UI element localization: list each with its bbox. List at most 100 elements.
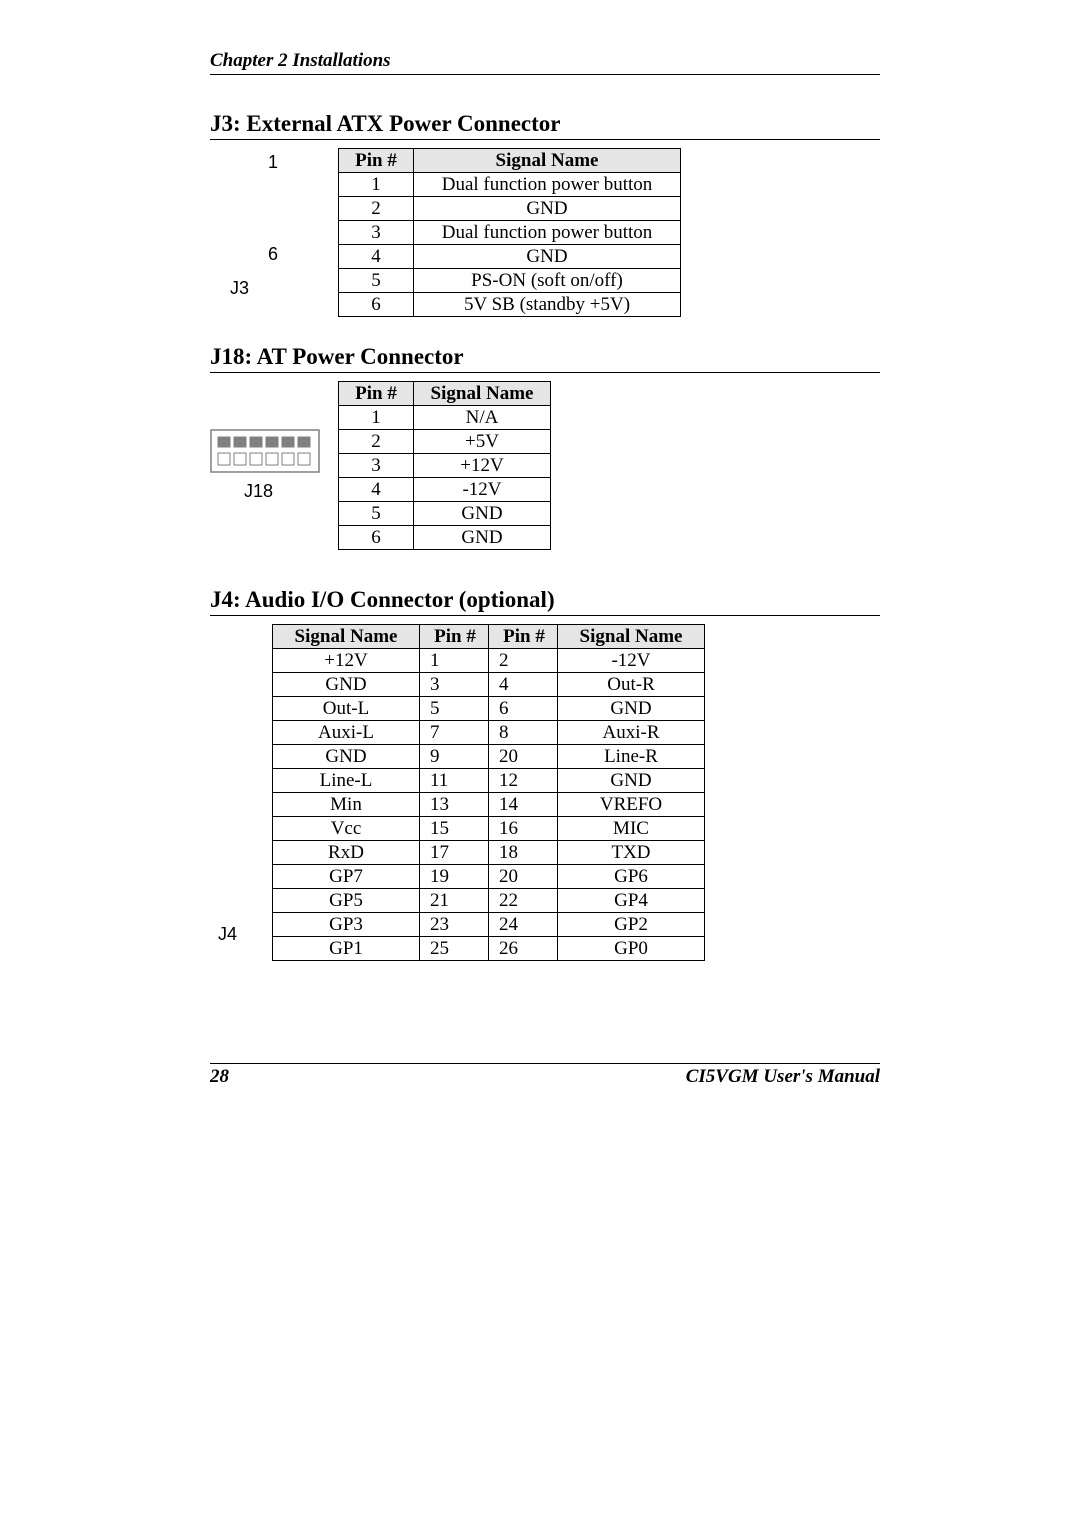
j18-cell-signal: +12V bbox=[414, 454, 551, 478]
j4-cell-pinL: 19 bbox=[420, 865, 489, 889]
j4-connector-label: J4 bbox=[218, 924, 237, 945]
j4-header-sigL: Signal Name bbox=[273, 625, 420, 649]
j18-cell-pin: 1 bbox=[339, 406, 414, 430]
footer-rule bbox=[210, 1063, 880, 1064]
j3-cell-pin: 4 bbox=[339, 245, 414, 269]
j18-table: Pin # Signal Name 1N/A2+5V3+12V4-12V5GND… bbox=[338, 381, 551, 550]
j4-cell-pinR: 22 bbox=[489, 889, 558, 913]
j18-cell-signal: GND bbox=[414, 502, 551, 526]
chapter-header: Chapter 2 Installations bbox=[210, 50, 880, 75]
j18-cell-pin: 3 bbox=[339, 454, 414, 478]
j18-block: J18 Pin # Signal Name 1N/A2+5V3+12V4-12V… bbox=[210, 381, 880, 551]
j4-cell-sigR: Out-R bbox=[558, 673, 705, 697]
j4-cell-sigR: VREFO bbox=[558, 793, 705, 817]
j4-cell-pinR: 20 bbox=[489, 745, 558, 769]
table-row: Line-L1112GND bbox=[273, 769, 705, 793]
j4-cell-sigL: +12V bbox=[273, 649, 420, 673]
j4-cell-sigL: GND bbox=[273, 745, 420, 769]
j4-cell-sigR: GND bbox=[558, 697, 705, 721]
j4-cell-pinL: 13 bbox=[420, 793, 489, 817]
j18-cell-pin: 5 bbox=[339, 502, 414, 526]
j18-cell-pin: 2 bbox=[339, 430, 414, 454]
j18-connector-icon bbox=[210, 429, 320, 473]
j4-cell-pinR: 26 bbox=[489, 937, 558, 961]
j3-connector-label: J3 bbox=[230, 278, 249, 299]
section-heading-j3: J3: External ATX Power Connector bbox=[210, 111, 880, 140]
j18-cell-pin: 6 bbox=[339, 526, 414, 550]
j18-diagram bbox=[210, 429, 320, 478]
j4-header-sigR: Signal Name bbox=[558, 625, 705, 649]
j4-cell-sigL: Auxi-L bbox=[273, 721, 420, 745]
table-row: 65V SB (standby +5V) bbox=[339, 293, 681, 317]
j4-cell-pinR: 12 bbox=[489, 769, 558, 793]
j4-cell-sigR: -12V bbox=[558, 649, 705, 673]
table-row: 3Dual function power button bbox=[339, 221, 681, 245]
j4-cell-sigL: RxD bbox=[273, 841, 420, 865]
j4-cell-sigR: GP2 bbox=[558, 913, 705, 937]
table-row: Auxi-L78Auxi-R bbox=[273, 721, 705, 745]
j3-cell-pin: 6 bbox=[339, 293, 414, 317]
j3-cell-signal: GND bbox=[414, 197, 681, 221]
j3-header-pin: Pin # bbox=[339, 149, 414, 173]
j4-cell-sigL: Vcc bbox=[273, 817, 420, 841]
footer-manual-title: CI5VGM User's Manual bbox=[686, 1066, 880, 1088]
table-row: RxD1718TXD bbox=[273, 841, 705, 865]
j4-header-pinR: Pin # bbox=[489, 625, 558, 649]
j4-cell-sigR: Line-R bbox=[558, 745, 705, 769]
table-header-row: Signal Name Pin # Pin # Signal Name bbox=[273, 625, 705, 649]
table-row: Vcc1516MIC bbox=[273, 817, 705, 841]
j4-cell-sigL: GND bbox=[273, 673, 420, 697]
j3-header-signal: Signal Name bbox=[414, 149, 681, 173]
j4-table: Signal Name Pin # Pin # Signal Name +12V… bbox=[272, 624, 705, 961]
j3-cell-pin: 3 bbox=[339, 221, 414, 245]
section-heading-j18: J18: AT Power Connector bbox=[210, 344, 880, 373]
table-row: +12V12-12V bbox=[273, 649, 705, 673]
table-row: 2GND bbox=[339, 197, 681, 221]
j3-cell-signal: 5V SB (standby +5V) bbox=[414, 293, 681, 317]
j4-cell-pinR: 18 bbox=[489, 841, 558, 865]
table-row: Min1314VREFO bbox=[273, 793, 705, 817]
j4-cell-pinL: 25 bbox=[420, 937, 489, 961]
footer-page-number: 28 bbox=[210, 1066, 229, 1088]
j4-cell-pinR: 16 bbox=[489, 817, 558, 841]
j4-cell-pinR: 24 bbox=[489, 913, 558, 937]
j4-cell-sigR: GP6 bbox=[558, 865, 705, 889]
table-row: 4GND bbox=[339, 245, 681, 269]
j18-connector-label: J18 bbox=[244, 481, 273, 502]
j4-cell-pinR: 20 bbox=[489, 865, 558, 889]
j4-header-pinL: Pin # bbox=[420, 625, 489, 649]
j4-cell-pinL: 23 bbox=[420, 913, 489, 937]
j18-header-pin: Pin # bbox=[339, 382, 414, 406]
j4-cell-pinR: 4 bbox=[489, 673, 558, 697]
table-header-row: Pin # Signal Name bbox=[339, 382, 551, 406]
j3-cell-pin: 1 bbox=[339, 173, 414, 197]
j4-block: J4 Signal Name Pin # Pin # Signal Name +… bbox=[210, 624, 880, 984]
j3-block: 1 6 J3 Pin # Signal Name 1Dual function … bbox=[210, 148, 880, 308]
j18-header-signal: Signal Name bbox=[414, 382, 551, 406]
j4-cell-pinR: 6 bbox=[489, 697, 558, 721]
j4-cell-sigR: Auxi-R bbox=[558, 721, 705, 745]
section-heading-j4: J4: Audio I/O Connector (optional) bbox=[210, 587, 880, 616]
j3-cell-signal: PS-ON (soft on/off) bbox=[414, 269, 681, 293]
j4-cell-sigL: GP1 bbox=[273, 937, 420, 961]
table-row: GP32324GP2 bbox=[273, 913, 705, 937]
j18-cell-signal: GND bbox=[414, 526, 551, 550]
page: Chapter 2 Installations J3: External ATX… bbox=[0, 0, 1080, 1528]
j4-cell-sigR: GND bbox=[558, 769, 705, 793]
table-row: GP71920GP6 bbox=[273, 865, 705, 889]
j4-cell-pinL: 11 bbox=[420, 769, 489, 793]
j3-pin-bottom-label: 6 bbox=[268, 244, 278, 265]
j3-cell-pin: 2 bbox=[339, 197, 414, 221]
table-row: 2+5V bbox=[339, 430, 551, 454]
j4-cell-sigL: Line-L bbox=[273, 769, 420, 793]
j3-cell-signal: GND bbox=[414, 245, 681, 269]
table-row: 4-12V bbox=[339, 478, 551, 502]
table-row: 1N/A bbox=[339, 406, 551, 430]
table-row: 3+12V bbox=[339, 454, 551, 478]
j4-cell-sigL: Out-L bbox=[273, 697, 420, 721]
j4-cell-pinL: 3 bbox=[420, 673, 489, 697]
table-row: GND920Line-R bbox=[273, 745, 705, 769]
j18-cell-signal: -12V bbox=[414, 478, 551, 502]
j3-cell-signal: Dual function power button bbox=[414, 221, 681, 245]
j4-cell-pinL: 1 bbox=[420, 649, 489, 673]
